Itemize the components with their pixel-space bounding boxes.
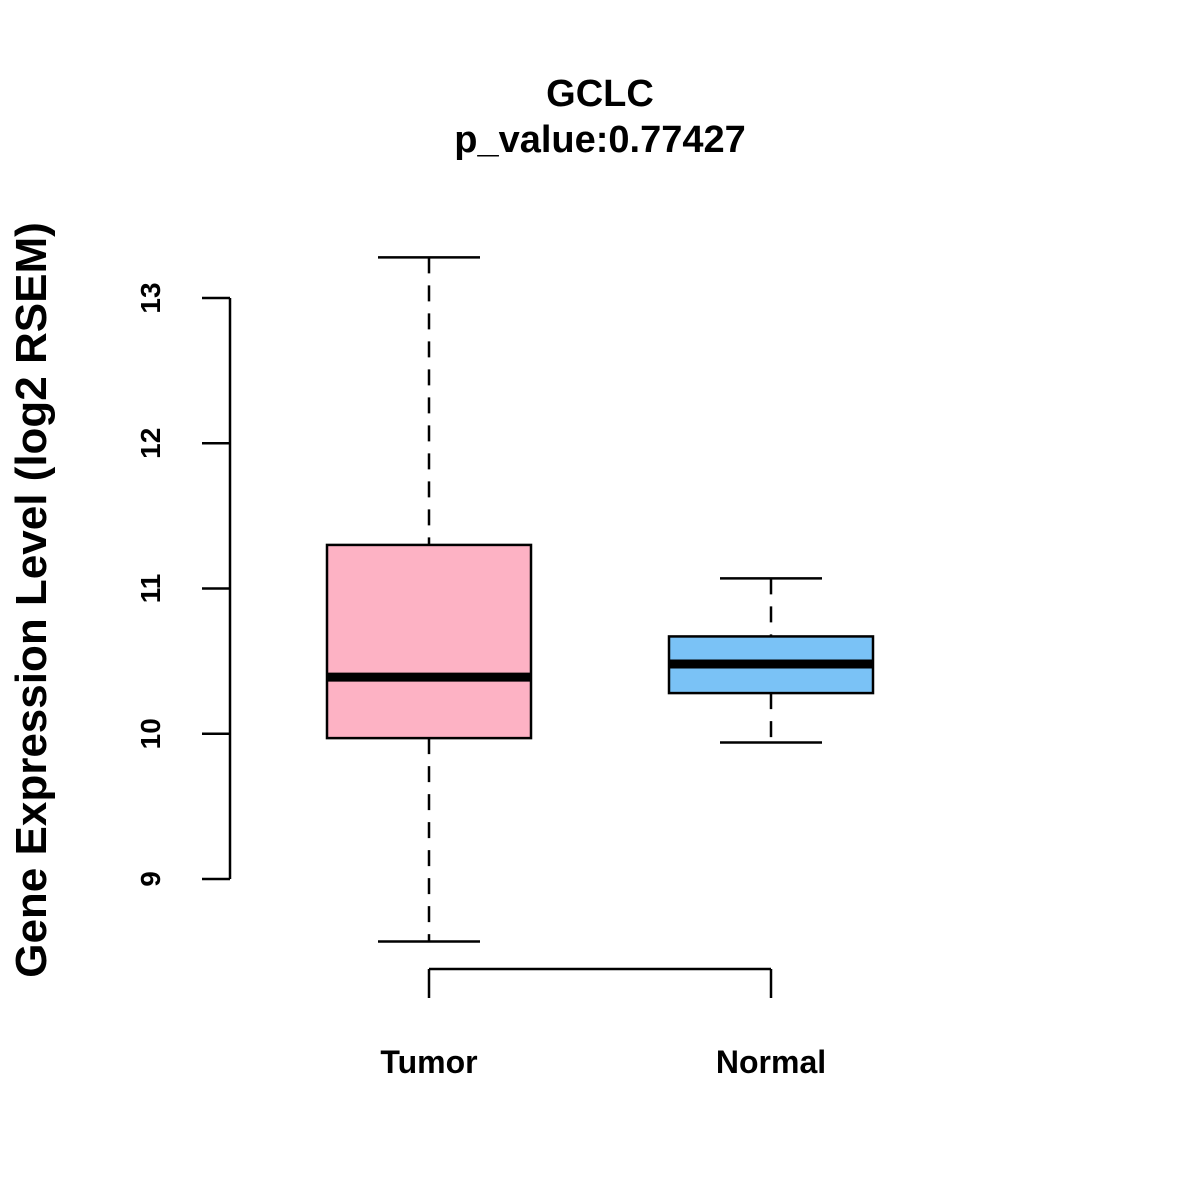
iqr-box-tumor — [325, 543, 533, 740]
boxes-group — [325, 256, 875, 943]
chart-title: GCLC — [546, 73, 654, 115]
y-tick-label-12: 12 — [135, 428, 166, 459]
x-tick-label-normal: Normal — [716, 1044, 826, 1080]
box-normal — [667, 577, 875, 744]
box-tumor — [325, 256, 533, 943]
y-tick-label-9: 9 — [135, 871, 166, 887]
y-tick-label-10: 10 — [135, 718, 166, 749]
y-axis-label: Gene Expression Level (log2 RSEM) — [7, 222, 56, 978]
x-tick-label-tumor: Tumor — [380, 1044, 477, 1080]
chart-subtitle: p_value:0.77427 — [454, 119, 746, 161]
y-tick-label-11: 11 — [135, 574, 166, 604]
y-axis: 9 10 11 12 13 — [135, 282, 232, 887]
y-tick-label-13: 13 — [135, 282, 166, 313]
x-axis: Tumor Normal — [380, 967, 826, 1080]
